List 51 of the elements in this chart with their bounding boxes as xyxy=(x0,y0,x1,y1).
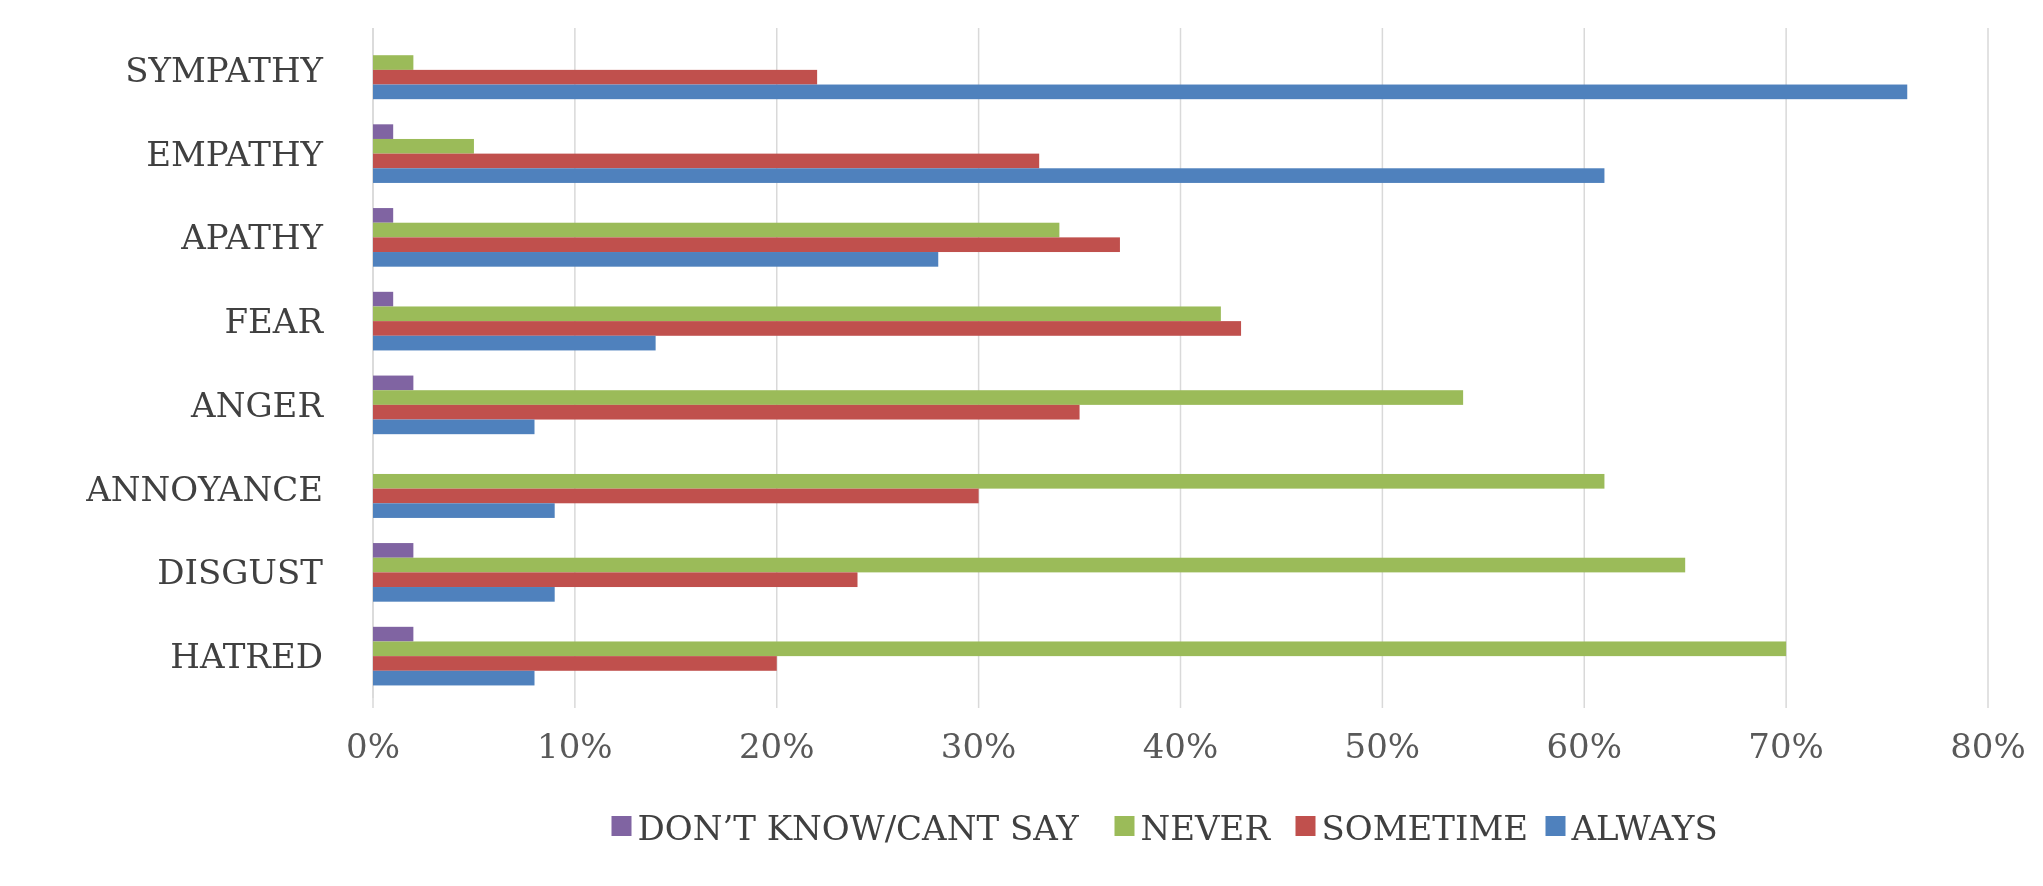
legend-label: ALWAYS xyxy=(1570,808,1718,848)
bar xyxy=(373,557,1686,573)
legend-label: NEVER xyxy=(1140,808,1272,848)
bar xyxy=(373,321,1242,336)
bar xyxy=(373,488,979,504)
x-tick-label: 70% xyxy=(1748,726,1824,766)
legend-label: SOMETIME xyxy=(1321,808,1529,848)
y-tick-label: DISGUST xyxy=(157,552,324,593)
bar xyxy=(373,670,535,686)
x-tick-label: 60% xyxy=(1546,726,1623,766)
bar xyxy=(373,641,1787,657)
bar xyxy=(373,153,1040,169)
bar xyxy=(373,404,1080,420)
bar xyxy=(373,69,818,85)
bar xyxy=(373,473,1605,489)
x-tick-label: 10% xyxy=(537,726,613,766)
bar xyxy=(373,138,474,154)
y-tick-label: ANGER xyxy=(190,384,325,425)
bar xyxy=(373,55,414,70)
x-tick-label: 40% xyxy=(1142,726,1219,766)
bar xyxy=(373,84,1908,100)
bar xyxy=(373,291,394,307)
y-tick-label: EMPATHY xyxy=(146,133,324,174)
bar xyxy=(373,237,1120,253)
bar xyxy=(373,222,1060,238)
y-tick-label: HATRED xyxy=(170,636,323,677)
bar xyxy=(373,335,656,351)
bar xyxy=(373,306,1221,322)
x-tick-label: 50% xyxy=(1344,726,1421,766)
bar xyxy=(373,208,394,223)
bar xyxy=(373,419,535,435)
x-tick-label: 20% xyxy=(738,726,815,766)
bar xyxy=(373,168,1605,183)
bar xyxy=(373,375,414,391)
bar xyxy=(373,503,555,518)
bar xyxy=(373,124,394,139)
bar xyxy=(373,626,414,642)
x-tick-label: 0% xyxy=(346,726,400,766)
y-tick-label: FEAR xyxy=(224,301,325,342)
y-tick-label: SYMPATHY xyxy=(125,49,324,90)
bar xyxy=(373,252,939,267)
bar xyxy=(373,587,555,602)
x-tick-label: 80% xyxy=(1950,726,2026,766)
legend-label: DON’T KNOW/CANT SAY xyxy=(637,808,1080,848)
y-tick-label: APATHY xyxy=(180,217,324,258)
bar xyxy=(373,656,777,671)
x-tick-label: 30% xyxy=(940,726,1017,766)
bar xyxy=(373,390,1464,405)
bar xyxy=(373,572,858,588)
y-tick-label: ANNOYANCE xyxy=(85,468,323,509)
bar xyxy=(373,543,414,558)
